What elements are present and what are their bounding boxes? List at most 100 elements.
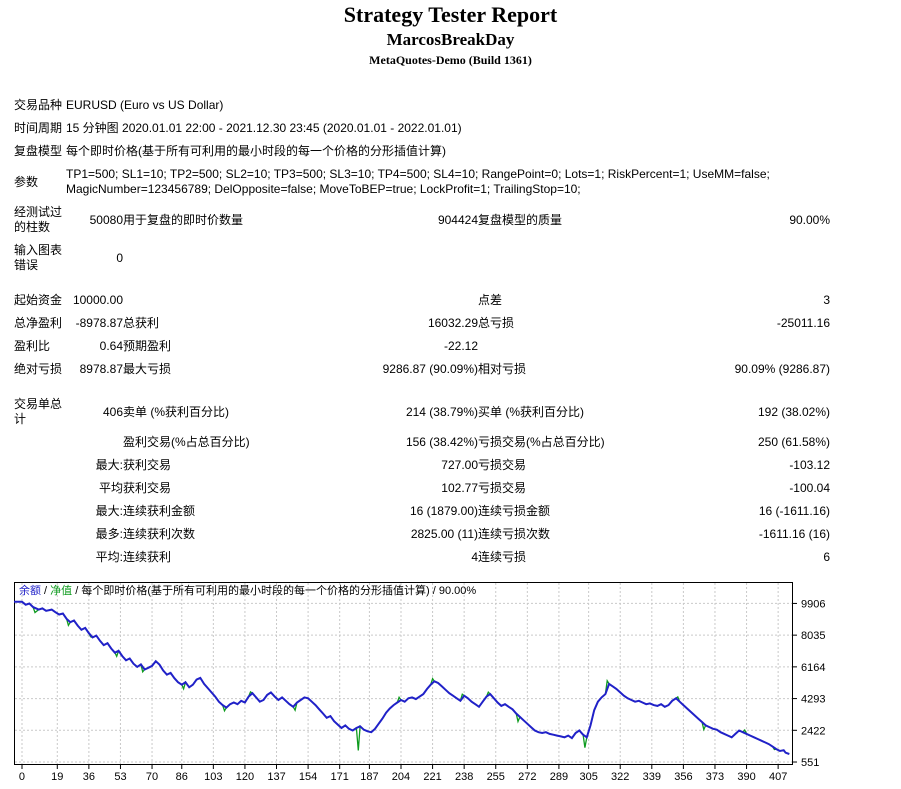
stat-value: 最多: [95, 527, 123, 541]
stat-row: 交易单总计 406 卖单 (%获利百分比) 214 (38.79%) 买单 (%获利百分… [14, 393, 830, 431]
stat-value: 90.09% (9286.87) [734, 362, 831, 376]
x-axis-label: 171 [331, 771, 349, 783]
stat-row-label [14, 523, 66, 546]
x-axis-label: 0 [19, 771, 25, 783]
report-title: Strategy Tester Report [343, 2, 558, 27]
stat-label: 复盘模型的质量 [478, 212, 563, 227]
stat-label: 连续亏损金额 [478, 504, 551, 518]
legend-separator: / [72, 585, 82, 597]
stat-value: 16032.29 [427, 316, 478, 330]
stat-label: 买单 (%获利百分比) [478, 404, 584, 419]
stat-value: 90.00% [789, 212, 831, 227]
info-label: 交易品种 [14, 98, 63, 112]
y-axis-label: 6164 [801, 662, 825, 674]
stat-value: 最大: [95, 504, 123, 518]
stat-row-label: 交易单总计 [14, 397, 63, 426]
legend-separator: / [41, 585, 51, 597]
spacer-cell [14, 381, 830, 393]
stat-value: 平均 [98, 481, 123, 495]
stat-row: 总净盈利 -8978.87 总获利 16032.29 总亏损 -25011.16 [14, 312, 830, 335]
info-value: 15 分钟图 2020.01.01 22:00 - 2021.12.30 23:… [66, 121, 462, 135]
stat-value: 156 (38.42%) [405, 435, 478, 449]
x-axis-label: 19 [51, 771, 63, 783]
stat-value: 406 [102, 404, 123, 419]
stat-row-label [14, 500, 66, 523]
stat-row: 最大: 获利交易 727.00 亏损交易 -103.12 [14, 454, 830, 477]
x-axis-label: 272 [518, 771, 536, 783]
stat-value: 214 (38.79%) [405, 404, 478, 419]
stat-row-label: 总净盈利 [14, 316, 63, 330]
x-axis-label: 373 [706, 771, 724, 783]
stat-value: 727.00 [441, 458, 478, 472]
stat-label: 预期盈利 [123, 339, 172, 353]
legend-balance-label: 余额 [19, 585, 41, 597]
stat-label: 卖单 (%获利百分比) [123, 404, 229, 419]
x-axis-label: 53 [114, 771, 126, 783]
stat-row-label [14, 546, 66, 569]
stat-value [696, 239, 830, 277]
y-axis-label: 9906 [801, 598, 825, 610]
plot-border [14, 582, 793, 765]
stat-value: 102.77 [441, 481, 478, 495]
info-row: 参数 TP1=500; SL1=10; TP2=500; SL2=10; TP3=… [14, 163, 830, 201]
y-axis-label: 8035 [801, 630, 825, 642]
chart-legend: 余额 / 净值 / 每个即时价格(基于所有可利用的最小时段的每一个价格的分形插值… [19, 585, 476, 598]
stat-value [66, 431, 123, 454]
x-axis-label: 289 [550, 771, 568, 783]
stat-value: -100.04 [789, 481, 831, 495]
balance-chart: 9906 8035 6164 4293 2422 551 0 19 36 53 70 86 103 120… [14, 582, 901, 789]
stat-value: 0 [116, 250, 123, 265]
stat-row-label [14, 477, 66, 500]
y-axis-label: 551 [801, 757, 819, 769]
stat-row-label: 绝对亏损 [14, 362, 63, 376]
stat-value: 50080 [89, 212, 123, 227]
stat-value: 8978.87 [79, 362, 123, 376]
stat-value: -22.12 [443, 339, 478, 353]
y-axis-label: 2422 [801, 725, 825, 737]
x-axis-label: 103 [204, 771, 222, 783]
stat-label [478, 335, 696, 358]
spacer-cell [14, 277, 830, 289]
info-row: 交易品种 EURUSD (Euro vs US Dollar) [14, 94, 830, 117]
stat-label: 获利交易 [123, 458, 172, 472]
info-value: TP1=500; SL1=10; TP2=500; SL2=10; TP3=50… [66, 167, 770, 196]
equity-line [14, 601, 790, 755]
stat-value [360, 289, 478, 312]
stat-row: 绝对亏损 8978.87 最大亏损 9286.87 (90.09%) 相对亏损 90.09… [14, 358, 830, 381]
spacer-row [14, 381, 830, 393]
stat-value: 6 [823, 550, 831, 564]
stat-value: 4 [471, 550, 478, 564]
info-value: 每个即时价格(基于所有可利用的最小时段的每一个价格的分形插值计算) [66, 144, 446, 158]
stat-label: 点差 [478, 293, 503, 307]
x-axis-label: 339 [643, 771, 661, 783]
x-axis-label: 322 [611, 771, 629, 783]
stat-value: 10000.00 [72, 293, 123, 307]
spacer-row [14, 277, 830, 289]
stat-row: 盈利比 0.64 预期盈利 -22.12 [14, 335, 830, 358]
stat-value [696, 335, 830, 358]
stat-row-label [14, 454, 66, 477]
stat-label: 相对亏损 [478, 362, 527, 376]
x-axis-label: 407 [769, 771, 787, 783]
stat-value [360, 239, 478, 277]
stat-value: 2825.00 (11) [410, 527, 478, 541]
stat-row: 平均 获利交易 102.77 亏损交易 -100.04 [14, 477, 830, 500]
stat-label: 亏损交易(%占总百分比) [478, 435, 605, 449]
stat-value: 904424 [437, 212, 478, 227]
stat-value: 192 (38.02%) [757, 404, 831, 419]
report-table: 交易品种 EURUSD (Euro vs US Dollar) 时间周期 15 分钟图… [14, 94, 830, 569]
stat-row-label: 盈利比 [14, 339, 51, 353]
stat-label [478, 239, 696, 277]
x-axis-label: 255 [487, 771, 505, 783]
stat-row: 起始资金 10000.00 点差 3 [14, 289, 830, 312]
stat-value: 16 (1879.00) [409, 504, 478, 518]
stat-label: 连续亏损 [478, 550, 527, 564]
info-label: 时间周期 [14, 121, 63, 135]
stat-row: 平均: 连续获利 4 连续亏损 6 [14, 546, 830, 569]
stat-value: 0.64 [99, 339, 123, 353]
stat-label: 亏损交易 [478, 458, 527, 472]
stat-label: 盈利交易(%占总百分比) [123, 435, 250, 449]
stat-label: 亏损交易 [478, 481, 527, 495]
stat-row: 经测试过的柱数 50080 用于复盘的即时价数量 904424 复盘模型的质量 90.00… [14, 201, 830, 239]
